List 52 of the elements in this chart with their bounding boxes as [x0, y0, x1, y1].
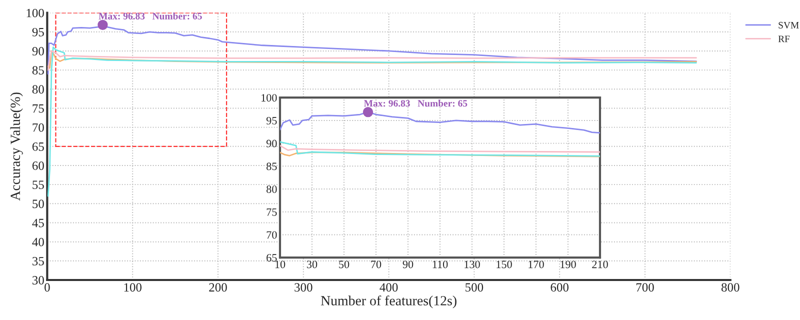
x-tick-label: 500 [466, 283, 484, 292]
y-tick-label: 65 [32, 142, 44, 151]
x-tick-label: 100 [124, 283, 142, 292]
y-tick-label: 35 [32, 256, 44, 266]
y-tick-label: 90 [266, 140, 277, 148]
y-tick-label: 80 [266, 185, 277, 193]
x-tick-label: 10 [275, 260, 286, 268]
y-tick-label: 55 [32, 180, 44, 190]
line-series [47, 46, 697, 197]
x-tick-label: 110 [432, 260, 448, 268]
y-tick-label: 95 [32, 28, 44, 36]
legend-label: RF [778, 36, 790, 42]
x-tick-label: 90 [402, 260, 414, 268]
x-tick-label: 0 [44, 283, 50, 292]
x-tick-label: 70 [371, 260, 382, 268]
y-tick-label: 30 [32, 276, 44, 284]
y-tick-label: 90 [32, 46, 44, 56]
legend-label: SVM [778, 22, 799, 29]
y-tick-label: 75 [32, 104, 44, 113]
x-axis-title: Number of features(12s) [320, 296, 456, 308]
x-tick-label: 300 [294, 283, 312, 292]
y-axis-title: Accuracy Value(%) [10, 92, 23, 201]
annotation: Max: 96.83 Number: 65 [364, 100, 468, 107]
y-tick-label: 40 [32, 238, 44, 246]
y-tick-label: 85 [266, 162, 277, 170]
y-tick-label: 80 [32, 85, 44, 94]
x-tick-label: 50 [339, 260, 350, 268]
y-tick-label: 85 [32, 66, 44, 75]
x-tick-label: 400 [380, 283, 398, 292]
line-series [280, 141, 600, 157]
y-tick-label: 65 [266, 254, 277, 262]
y-tick-label: 70 [32, 123, 44, 132]
y-tick-label: 70 [266, 231, 277, 239]
y-tick-label: 100 [262, 94, 277, 102]
x-tick-label: 600 [550, 283, 568, 292]
x-tick-label: 700 [636, 283, 654, 292]
x-tick-label: 200 [209, 283, 227, 292]
x-tick-label: 800 [722, 283, 740, 292]
x-tick-label: 30 [306, 260, 318, 268]
y-tick-label: 100 [26, 8, 44, 18]
x-tick-label: 190 [560, 260, 576, 268]
x-tick-label: 130 [464, 260, 480, 268]
y-tick-label: 45 [32, 218, 44, 228]
y-tick-label: 50 [32, 200, 44, 208]
annotation: Max: 96.83 Number: 65 [98, 12, 202, 20]
line-series [280, 144, 600, 153]
x-tick-label: 210 [592, 260, 608, 268]
x-tick-label: 150 [496, 260, 512, 268]
y-tick-label: 95 [266, 116, 277, 124]
y-tick-label: 60 [32, 162, 44, 170]
x-tick-label: 170 [528, 260, 544, 268]
y-tick-label: 75 [266, 208, 277, 216]
